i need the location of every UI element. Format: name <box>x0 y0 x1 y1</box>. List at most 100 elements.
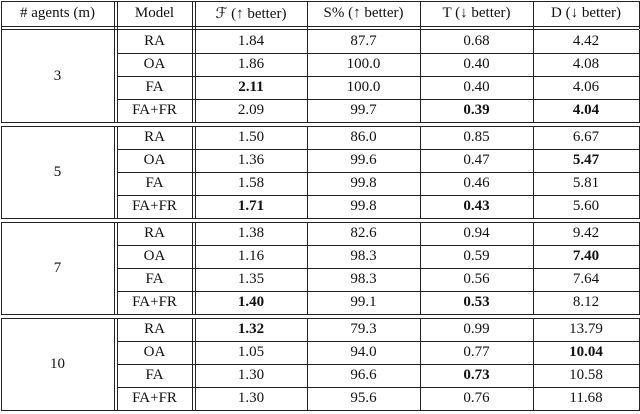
model-cell: RA <box>144 33 165 49</box>
model-cell: FA <box>145 367 164 383</box>
header-cell: ℱ (↑ better) <box>215 6 287 22</box>
value-cell: 0.40 <box>463 56 490 72</box>
rule <box>117 76 639 77</box>
rule <box>117 195 639 196</box>
value-cell: 99.7 <box>350 102 377 118</box>
rule <box>1 1 639 2</box>
rule <box>114 126 115 219</box>
rule <box>117 341 639 342</box>
value-cell: 1.36 <box>237 152 265 168</box>
value-cell: 79.3 <box>350 321 377 337</box>
value-cell: 1.40 <box>237 294 265 310</box>
value-cell: 0.56 <box>463 271 490 287</box>
value-cell: 10.58 <box>569 367 603 383</box>
rule <box>117 291 639 292</box>
value-cell: 0.94 <box>463 225 490 241</box>
value-cell: 1.38 <box>237 225 265 241</box>
value-cell: 86.0 <box>350 129 377 145</box>
value-cell: 1.58 <box>237 175 265 191</box>
model-cell: OA <box>143 152 166 168</box>
value-cell: 2.11 <box>238 79 264 95</box>
rule <box>1 318 639 319</box>
value-cell: 10.04 <box>569 344 603 360</box>
rule <box>192 1 193 29</box>
model-cell: RA <box>144 321 165 337</box>
value-cell: 7.40 <box>572 248 600 264</box>
value-cell: 4.06 <box>572 79 600 95</box>
value-cell: 1.86 <box>237 56 265 72</box>
agents-cell: 7 <box>53 259 62 276</box>
value-cell: 8.12 <box>572 294 600 310</box>
rule <box>117 268 639 269</box>
value-cell: 0.53 <box>463 294 490 310</box>
model-cell: RA <box>144 225 165 241</box>
value-cell: 99.6 <box>350 152 377 168</box>
value-cell: 7.64 <box>572 271 600 287</box>
value-cell: 100.0 <box>346 56 381 72</box>
value-cell: 13.79 <box>569 321 603 337</box>
value-cell: 1.50 <box>237 129 265 145</box>
model-cell: FA <box>145 79 164 95</box>
rule <box>117 387 639 388</box>
value-cell: 0.59 <box>463 248 490 264</box>
model-cell: OA <box>143 56 166 72</box>
rule <box>1 30 2 123</box>
value-cell: 0.77 <box>463 344 490 360</box>
value-cell: 0.43 <box>463 198 490 214</box>
model-cell: RA <box>144 129 165 145</box>
rule <box>1 29 639 30</box>
value-cell: 0.73 <box>463 367 490 383</box>
rule <box>1 126 2 219</box>
model-cell: FA+FR <box>132 102 177 118</box>
rule <box>533 1 534 29</box>
value-cell: 98.3 <box>350 271 377 287</box>
rule <box>1 410 639 411</box>
rule <box>117 149 639 150</box>
rule <box>1 222 639 223</box>
value-cell: 100.0 <box>346 79 381 95</box>
value-cell: 0.40 <box>463 79 490 95</box>
header-cell: Model <box>134 5 175 21</box>
model-cell: FA+FR <box>132 198 177 214</box>
header-cell: # agents (m) <box>20 5 95 21</box>
rule <box>1 1 2 29</box>
header-cell: T (↓ better) <box>442 5 511 21</box>
rule <box>1 314 639 315</box>
value-cell: 82.6 <box>350 225 377 241</box>
rule <box>117 364 639 365</box>
rule <box>195 1 196 29</box>
value-cell: 11.68 <box>569 390 603 406</box>
model-cell: OA <box>143 344 166 360</box>
header-cell: S% (↑ better) <box>323 5 404 21</box>
rule <box>1 318 2 411</box>
rule <box>114 222 115 315</box>
value-cell: 9.42 <box>572 225 600 241</box>
value-cell: 0.68 <box>463 33 490 49</box>
rule <box>117 172 639 173</box>
value-cell: 4.04 <box>572 102 600 118</box>
model-cell: FA+FR <box>132 390 177 406</box>
value-cell: 1.84 <box>237 33 265 49</box>
model-cell: OA <box>143 248 166 264</box>
value-cell: 0.39 <box>463 102 490 118</box>
rule <box>117 53 639 54</box>
value-cell: 2.09 <box>237 102 265 118</box>
rule <box>307 1 308 29</box>
value-cell: 99.8 <box>350 175 377 191</box>
value-cell: 96.6 <box>350 367 377 383</box>
value-cell: 0.47 <box>463 152 490 168</box>
value-cell: 1.32 <box>237 321 265 337</box>
rule <box>114 1 115 29</box>
value-cell: 1.71 <box>237 198 265 214</box>
rule <box>1 218 639 219</box>
value-cell: 4.42 <box>572 33 600 49</box>
value-cell: 98.3 <box>350 248 377 264</box>
rule <box>117 1 118 29</box>
value-cell: 0.99 <box>463 321 490 337</box>
value-cell: 99.8 <box>350 198 377 214</box>
value-cell: 94.0 <box>350 344 377 360</box>
value-cell: 0.46 <box>463 175 490 191</box>
value-cell: 1.05 <box>237 344 265 360</box>
value-cell: 5.60 <box>572 198 600 214</box>
